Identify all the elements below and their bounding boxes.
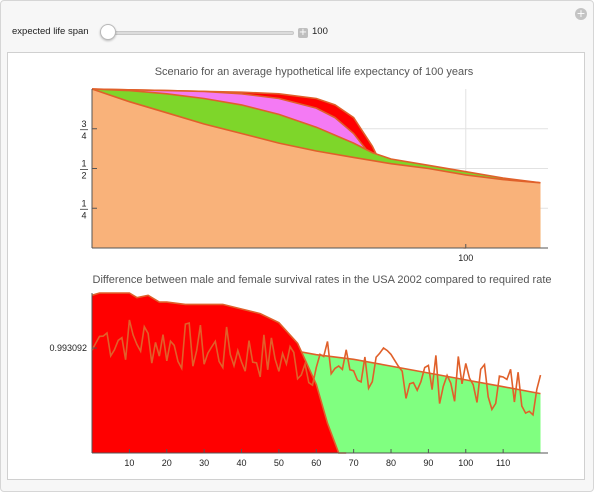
y-tick-num-2: 3 bbox=[81, 119, 86, 129]
y-tick-num-1: 1 bbox=[81, 159, 86, 169]
slider-value: 100 bbox=[312, 26, 328, 37]
y-tick-den-1: 2 bbox=[81, 171, 86, 181]
output-panel: Scenario for an average hypothetical lif… bbox=[7, 52, 585, 480]
expand-plus-icon[interactable]: + bbox=[298, 27, 308, 38]
bottom-chart-title: Difference between male and female survi… bbox=[93, 274, 552, 286]
series-area-1 bbox=[92, 293, 347, 453]
series-line-1 bbox=[91, 88, 541, 184]
female-rate-line bbox=[91, 319, 542, 417]
x-tick-label-3: 40 bbox=[237, 458, 247, 468]
y-tick-den-2: 4 bbox=[81, 131, 86, 141]
top-chart-title: Scenario for an average hypothetical lif… bbox=[155, 66, 474, 78]
y-tick-den-0: 4 bbox=[81, 210, 86, 220]
y-tick-label-0: 0.993092 bbox=[49, 343, 87, 353]
x-tick-label-10: 110 bbox=[496, 458, 510, 468]
top-chart-ticks: 1 4 1 2 3 4 100 bbox=[80, 119, 473, 263]
series-line-2 bbox=[91, 88, 392, 184]
series-line-1 bbox=[91, 292, 347, 454]
series-area-0 bbox=[92, 89, 541, 248]
life-span-slider-thumb[interactable] bbox=[100, 24, 116, 40]
x-tick-label-5: 60 bbox=[311, 458, 321, 468]
plots-svg: Scenario for an average hypothetical lif… bbox=[49, 66, 552, 468]
x-tick-label-6: 70 bbox=[349, 458, 359, 468]
series-line-0 bbox=[91, 88, 541, 184]
life-span-slider-track[interactable] bbox=[104, 31, 294, 35]
y-tick-num-0: 1 bbox=[81, 198, 86, 208]
x-tick-label-8: 90 bbox=[423, 458, 433, 468]
control-bar: expected life span + 100 + bbox=[0, 0, 594, 50]
x-tick-label-4: 50 bbox=[274, 458, 284, 468]
bottom-chart-areas bbox=[91, 292, 541, 454]
x-tick-label-0: 100 bbox=[458, 253, 473, 263]
x-tick-label-7: 80 bbox=[386, 458, 396, 468]
x-tick-label-1: 20 bbox=[162, 458, 172, 468]
bottom-chart-ticks: 0.993092 10 20 30 40 50 60 70 80 90 100 110 bbox=[49, 343, 510, 468]
x-tick-label-0: 10 bbox=[124, 458, 134, 468]
corner-plus-icon[interactable]: + bbox=[575, 7, 587, 20]
slider-label: expected life span bbox=[12, 26, 89, 37]
x-tick-label-9: 100 bbox=[458, 458, 473, 468]
top-chart-areas bbox=[91, 88, 541, 249]
x-tick-label-2: 30 bbox=[199, 458, 209, 468]
bottom-chart-noise bbox=[91, 319, 542, 417]
